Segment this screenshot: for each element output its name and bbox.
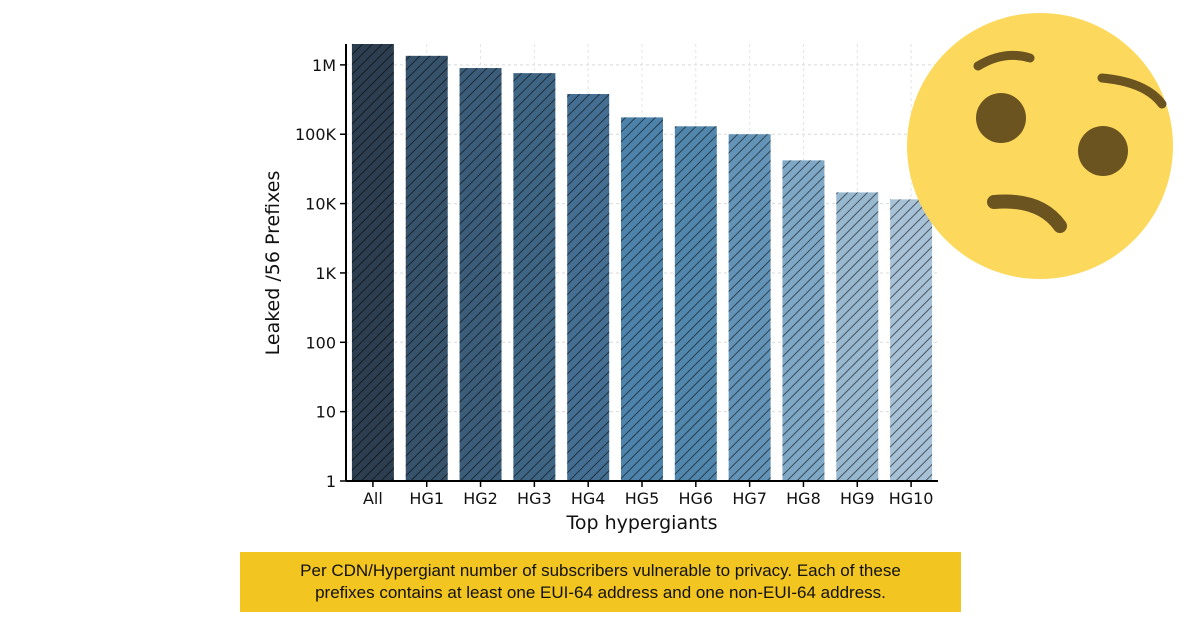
bars	[351, 43, 933, 482]
x-tick-label: All	[363, 489, 383, 508]
bar-hatch-hg10	[890, 199, 933, 481]
emoji-face	[907, 13, 1173, 279]
x-tick-label: HG3	[517, 489, 552, 508]
bar-hatch-hg3	[513, 73, 556, 482]
confused-face-icon	[907, 13, 1173, 279]
emoji-left-eyebrow	[973, 50, 1035, 71]
y-tick-label: 10K	[305, 195, 336, 214]
bar-hatch-hg9	[836, 192, 879, 481]
y-tick-label: 10	[316, 403, 336, 422]
x-tick-label: HG7	[732, 489, 767, 508]
bar-hatch-hg2	[459, 68, 502, 481]
bar-hatch-all	[351, 43, 394, 481]
y-ticks: 1 10 100 1K 10K 100K 1M	[295, 56, 346, 491]
figure-caption: Per CDN/Hypergiant number of subscribers…	[240, 552, 961, 612]
x-tick-label: HG5	[625, 489, 660, 508]
caption-line-1: Per CDN/Hypergiant number of subscribers…	[300, 561, 901, 580]
x-tick-label: HG9	[840, 489, 875, 508]
x-tick-label: HG8	[786, 489, 821, 508]
emoji-mouth	[987, 194, 1067, 233]
x-tick-label: HG4	[571, 489, 606, 508]
bar-hatch-hg6	[674, 126, 717, 481]
y-tick-label: 1M	[312, 56, 336, 75]
x-tick-label: HG1	[409, 489, 444, 508]
bar-hatch-hg7	[728, 134, 771, 481]
y-tick-label: 100	[305, 333, 336, 352]
y-axis-label: Leaked /56 Prefixes	[262, 171, 284, 356]
x-tick-label: HG6	[679, 489, 714, 508]
bar-hatch-hg1	[405, 55, 448, 482]
caption-line-2: prefixes contains at least one EUI-64 ad…	[315, 583, 886, 602]
x-tick-label: HG10	[889, 489, 934, 508]
x-ticks: All HG1 HG2 HG3 HG4 HG5 HG6 HG7 HG8 HG9 HG10	[363, 481, 934, 508]
y-tick-label: 1K	[315, 264, 336, 283]
x-tick-label: HG2	[463, 489, 498, 508]
y-tick-label: 1	[326, 472, 336, 491]
bar-hatch-hg8	[782, 160, 825, 482]
x-axis-label: Top hypergiants	[566, 512, 718, 534]
emoji-right-eye	[1078, 126, 1128, 176]
y-tick-label: 100K	[295, 125, 337, 144]
bar-hatch-hg4	[567, 94, 610, 482]
emoji-right-eyebrow	[1097, 73, 1167, 109]
emoji-left-eye	[976, 93, 1026, 143]
bar-hatch-hg5	[621, 117, 663, 482]
